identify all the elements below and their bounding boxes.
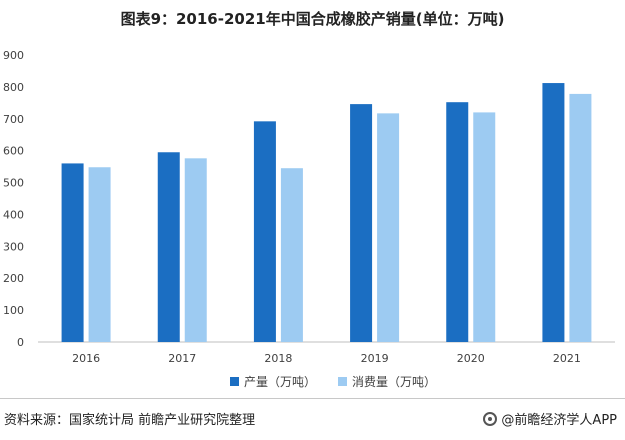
consumption-bar-2019 xyxy=(377,113,400,343)
production-bar-2018 xyxy=(253,121,276,342)
x-tick-label: 2018 xyxy=(264,352,292,365)
production-bar-2017 xyxy=(157,152,180,342)
y-tick-label: 800 xyxy=(3,81,24,94)
production-bar-2019 xyxy=(350,104,373,342)
consumption-bar-2018 xyxy=(280,168,303,342)
x-tick-label: 2017 xyxy=(168,352,196,365)
production-bar-2020 xyxy=(446,102,469,342)
brand-text: @前瞻经济学人APP xyxy=(501,413,617,428)
brand-logo-icon xyxy=(483,411,498,426)
legend-label-production: 产量（万吨） xyxy=(244,375,316,389)
legend-swatch-consumption xyxy=(338,377,347,386)
y-tick-label: 400 xyxy=(3,208,24,221)
y-tick-label: 900 xyxy=(3,49,24,62)
production-bar-2021 xyxy=(542,83,565,342)
consumption-bar-2020 xyxy=(473,112,496,343)
footer-divider xyxy=(0,398,625,399)
x-tick-label: 2021 xyxy=(553,352,581,365)
x-tick-label: 2019 xyxy=(361,352,389,365)
x-tick-label: 2016 xyxy=(72,352,100,365)
consumption-bar-2021 xyxy=(569,93,592,342)
y-tick-label: 500 xyxy=(3,177,24,190)
y-tick-label: 600 xyxy=(3,145,24,158)
y-tick-label: 0 xyxy=(17,336,24,349)
consumption-bar-2017 xyxy=(184,158,207,342)
chart-title: 图表9：2016-2021年中国合成橡胶产销量(单位：万吨) xyxy=(120,10,505,28)
brand-credit[interactable]: @前瞻经济学人APP xyxy=(483,409,617,428)
y-tick-label: 300 xyxy=(3,240,24,253)
y-tick-label: 700 xyxy=(3,113,24,126)
y-tick-label: 100 xyxy=(3,304,24,317)
legend-swatch-production xyxy=(230,377,239,386)
source-note: 资料来源：国家统计局 前瞻产业研究院整理 xyxy=(4,413,256,428)
consumption-bar-2016 xyxy=(88,167,111,342)
production-bar-2016 xyxy=(61,163,84,342)
y-tick-label: 200 xyxy=(3,272,24,285)
bar-chart: 0 100 200 300 400 500 600 700 800 900 2016 2017 2018… xyxy=(3,49,615,389)
x-tick-label: 2020 xyxy=(457,352,485,365)
legend-label-consumption: 消费量（万吨） xyxy=(352,375,436,389)
